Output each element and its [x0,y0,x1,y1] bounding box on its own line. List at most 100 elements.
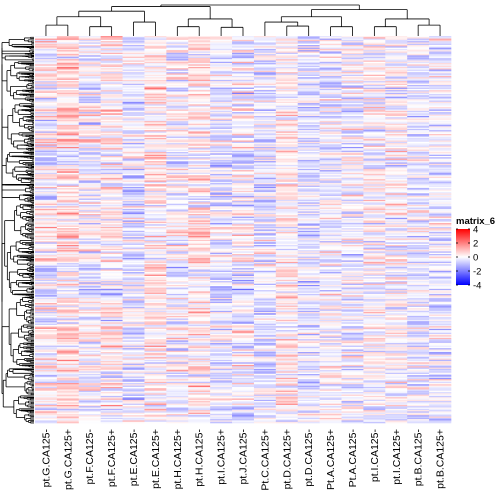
heatmap-cell [166,243,189,246]
heatmap-cell [166,217,189,220]
heatmap-cell [253,127,277,130]
heatmap-cell [144,115,167,118]
heatmap-cell [275,137,299,140]
heatmap-cell [232,96,255,99]
heatmap-cell [100,349,123,352]
heatmap-cell [210,192,233,194]
heatmap-cell [100,163,123,166]
heatmap-cell [275,38,299,41]
heatmap-cell [210,233,233,235]
heatmap-cell [56,292,80,295]
heatmap-cell [232,119,255,122]
heatmap-cell [210,61,233,64]
heatmap-cell [188,204,211,207]
heatmap-cell [275,256,299,259]
heatmap-cell [188,370,211,372]
heatmap-cell [210,340,233,343]
heatmap-cell [56,159,80,162]
heatmap-cell [100,158,123,161]
heatmap-cell [232,239,255,242]
heatmap-cell [78,167,101,170]
heatmap-cell [275,386,299,389]
heatmap-cell [253,131,277,134]
heatmap-cell [56,39,80,42]
heatmap-cell [56,122,80,125]
heatmap-cell [100,241,123,243]
heatmap-cell [253,416,277,419]
heatmap-cell [253,352,277,354]
heatmap-cell [122,203,145,206]
heatmap-cell [210,381,233,384]
heatmap-cell [35,260,58,263]
heatmap-cell [56,81,80,83]
heatmap-cell [232,412,255,415]
heatmap-cell [166,314,189,317]
heatmap-cell [188,47,211,50]
heatmap-cell [210,106,233,109]
heatmap-cell [253,346,277,349]
heatmap-cell [56,223,80,225]
heatmap-cell [253,163,277,166]
heatmap-cell [78,172,101,175]
heatmap-cell [232,363,255,366]
heatmap-cell [144,303,167,305]
heatmap-cell [56,230,80,233]
heatmap-cell [232,78,255,81]
heatmap-cell [166,278,189,281]
heatmap-cell [144,297,167,300]
heatmap-cell [232,91,255,94]
heatmap-cell [232,43,255,46]
heatmap-cell [232,117,255,119]
heatmap-cell [100,416,123,419]
heatmap-cell [35,45,58,47]
heatmap-cell [188,170,211,172]
heatmap-cell [232,186,255,189]
heatmap-cell [100,383,123,385]
heatmap-cell [210,185,233,188]
heatmap-cell [210,132,233,135]
heatmap-cell [166,364,189,367]
heatmap-cell [122,363,145,366]
heatmap-cell [100,292,123,295]
heatmap-cell [122,207,145,210]
heatmap-cell [122,230,145,233]
heatmap-cell [35,174,58,176]
heatmap-cell [78,416,101,419]
heatmap-cell [78,82,101,85]
heatmap-cell [100,407,123,410]
heatmap-cell [188,171,211,174]
heatmap-cell [56,341,80,344]
heatmap-cell [253,56,277,59]
heatmap-cell [122,402,145,404]
heatmap-cell [100,79,123,82]
heatmap-cell [166,242,189,244]
heatmap-cell [210,228,233,230]
heatmap-cell [166,220,189,223]
heatmap-cell [144,395,167,398]
heatmap-cell [78,372,101,375]
heatmap-cell [166,392,189,394]
heatmap-cell [188,420,211,423]
heatmap-cell [78,318,101,321]
heatmap-cell [122,46,145,48]
heatmap-cell [188,109,211,112]
heatmap-cell [100,51,123,54]
heatmap-cell [210,65,233,68]
heatmap-cell [35,61,58,64]
heatmap-cell [188,37,211,39]
heatmap-cell [232,146,255,149]
heatmap-cell [232,295,255,297]
heatmap-cell [122,260,145,263]
heatmap-cell [144,162,167,165]
heatmap-cell [122,193,145,195]
heatmap-cell [253,373,277,376]
heatmap-cell [188,256,211,259]
heatmap-cell [56,92,80,95]
heatmap-cell [122,144,145,146]
heatmap-cell [100,179,123,181]
heatmap-cell [232,167,255,170]
heatmap-cell [56,419,80,421]
heatmap-cell [275,301,299,304]
heatmap-cell [78,256,101,259]
heatmap-cell [144,263,167,265]
